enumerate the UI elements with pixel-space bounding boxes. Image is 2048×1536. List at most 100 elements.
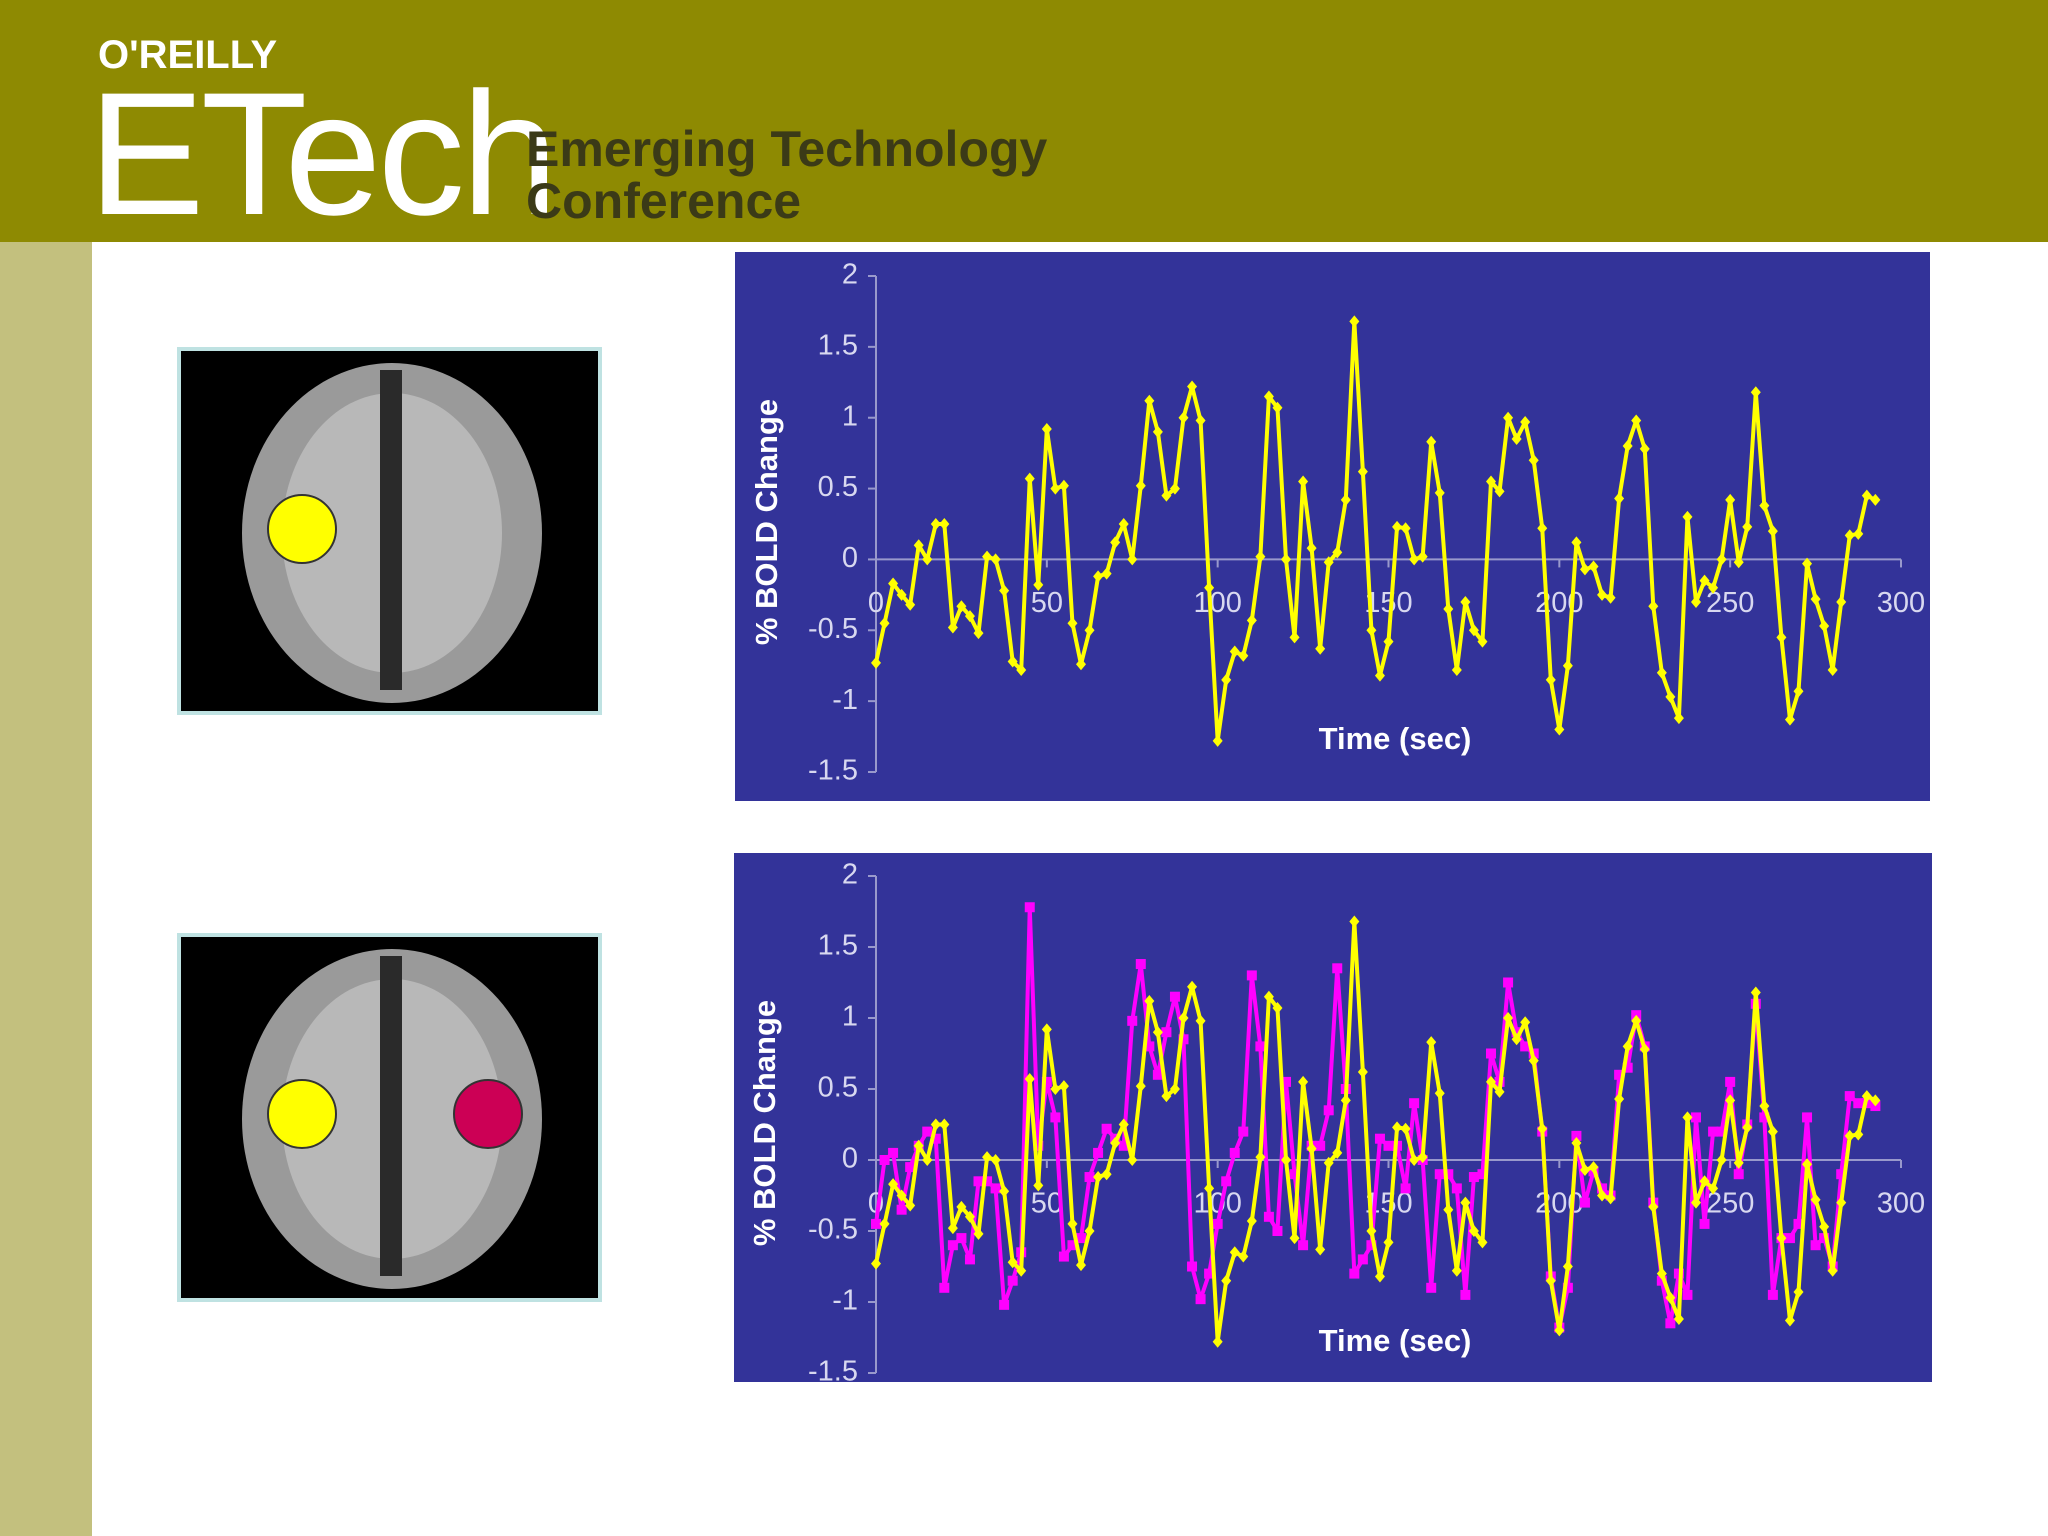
point <box>1520 1016 1531 1029</box>
point <box>973 1176 984 1187</box>
point <box>1050 482 1061 495</box>
point <box>1417 550 1428 563</box>
point <box>1468 1225 1479 1237</box>
point <box>1682 510 1693 523</box>
point <box>1716 1154 1727 1166</box>
point <box>879 1155 890 1165</box>
point <box>1315 1140 1326 1151</box>
point <box>913 1139 924 1152</box>
point <box>879 617 890 630</box>
point <box>1383 1236 1394 1249</box>
point <box>1486 1048 1496 1059</box>
point <box>1383 1140 1394 1151</box>
point <box>1622 1040 1633 1053</box>
point <box>1853 527 1864 540</box>
point <box>1733 1156 1744 1169</box>
point <box>1050 1083 1061 1095</box>
point <box>1733 556 1744 569</box>
y-tick-label: 2 <box>842 859 858 891</box>
point <box>1673 1313 1684 1326</box>
point <box>1528 454 1539 467</box>
point <box>1656 666 1667 679</box>
point <box>1494 1085 1505 1098</box>
x-tick-label: 200 <box>1535 1188 1583 1220</box>
y-tick-label: -0.5 <box>808 613 858 645</box>
point <box>1494 485 1505 498</box>
point <box>1434 1169 1445 1180</box>
brain-fissure <box>380 370 402 690</box>
point <box>1033 1179 1044 1192</box>
point <box>1007 1275 1018 1286</box>
point <box>1725 1076 1736 1087</box>
point <box>1400 1183 1411 1194</box>
point <box>1468 624 1479 637</box>
point <box>1076 658 1086 671</box>
point <box>879 1217 890 1230</box>
header-bar <box>0 0 2048 242</box>
point <box>1152 1026 1163 1039</box>
point <box>888 577 899 590</box>
point <box>1605 591 1616 604</box>
point <box>1579 1197 1590 1208</box>
x-tick-label: 200 <box>1535 587 1583 619</box>
point <box>1614 1069 1625 1080</box>
point <box>939 1282 950 1293</box>
point <box>1195 414 1206 427</box>
point <box>1246 1215 1257 1228</box>
point <box>1802 1158 1813 1171</box>
point <box>1357 1254 1368 1265</box>
y-tick-label: 1.5 <box>818 330 858 362</box>
point <box>1246 614 1257 627</box>
point <box>1409 553 1420 566</box>
point <box>1229 645 1240 658</box>
point <box>939 518 950 530</box>
point <box>1451 1264 1462 1277</box>
point <box>947 1222 958 1235</box>
point <box>1426 1282 1437 1293</box>
point <box>1041 1023 1052 1036</box>
point <box>956 1233 967 1244</box>
point <box>973 1227 984 1240</box>
y-tick-label: -1.5 <box>808 755 858 787</box>
point <box>956 600 967 613</box>
point <box>896 588 907 601</box>
point <box>1374 669 1385 682</box>
point <box>1861 489 1872 502</box>
brand: ETech <box>88 57 554 252</box>
point <box>1545 673 1556 686</box>
point <box>1708 1182 1719 1195</box>
brain-fissure <box>380 956 402 1276</box>
point <box>1682 1111 1693 1124</box>
y-tick-label: 0.5 <box>818 471 858 503</box>
y-tick-label: 0 <box>842 542 858 574</box>
point <box>1426 1036 1437 1049</box>
point <box>1622 440 1633 453</box>
point <box>1810 1240 1821 1251</box>
point <box>947 1240 958 1251</box>
point <box>1562 1260 1573 1273</box>
point <box>1836 1169 1847 1180</box>
point <box>1058 479 1069 492</box>
point <box>1187 1261 1198 1272</box>
plot: -1.5-1-0.500.511.520 50 100 150 200 250 300Tim… <box>747 859 1925 1382</box>
point <box>1656 1275 1667 1286</box>
point <box>1221 1274 1232 1287</box>
point <box>1597 1183 1608 1194</box>
point <box>1802 1112 1813 1123</box>
brain-image-1 <box>177 347 602 715</box>
point <box>1443 603 1454 616</box>
point <box>1511 432 1522 445</box>
point <box>1067 617 1078 630</box>
point <box>1255 1151 1266 1164</box>
point <box>1776 1232 1787 1245</box>
chart: -1.5-1-0.500.511.520 50 100 150 200 250 300Tim… <box>735 252 1930 801</box>
point <box>1827 1264 1838 1277</box>
point <box>1281 553 1291 566</box>
point <box>1554 723 1565 736</box>
point <box>1195 1014 1206 1027</box>
point <box>1076 1233 1086 1244</box>
region-marker <box>267 1079 337 1149</box>
point <box>1511 1033 1522 1046</box>
point <box>1426 435 1437 448</box>
point <box>1443 1203 1454 1216</box>
